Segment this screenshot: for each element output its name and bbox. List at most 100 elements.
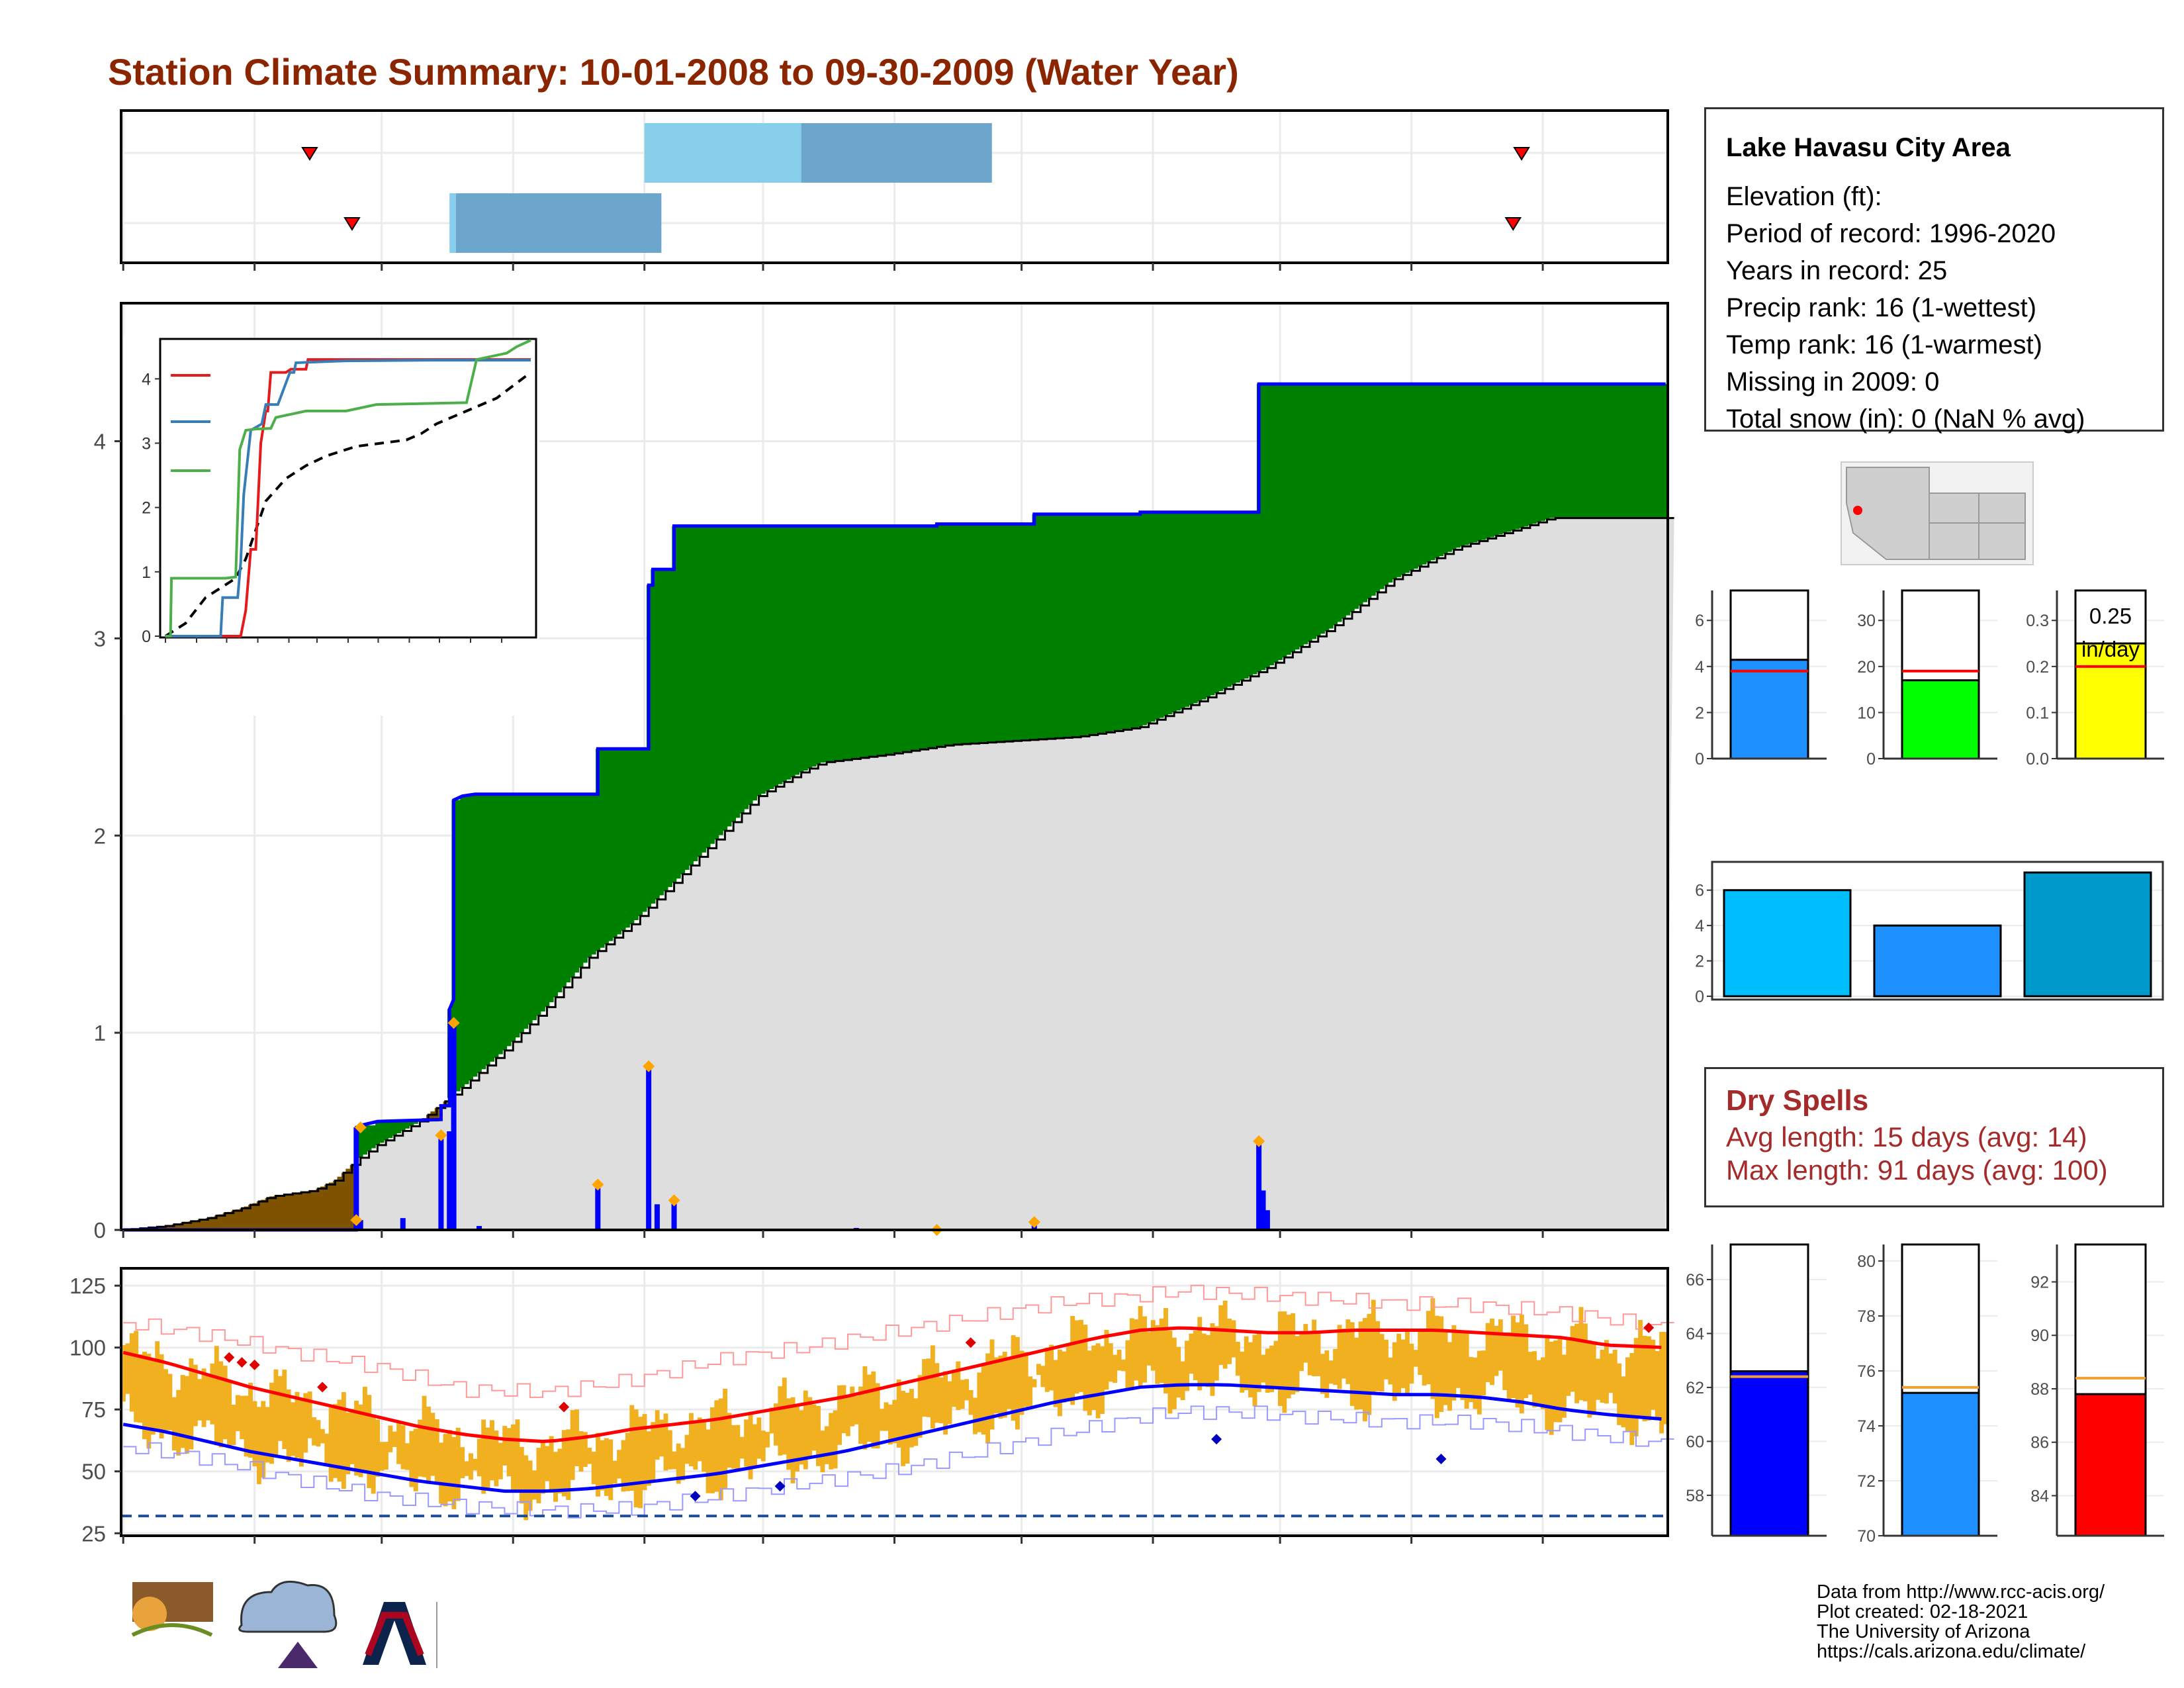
temp-max-bar [2074, 1393, 2147, 1537]
temps-record-cold-marker [1435, 1454, 1447, 1465]
precip-daily-bar [1260, 1190, 1266, 1230]
temps-y-tick-label: 100 [69, 1336, 106, 1360]
temp-max-y-tick-label: 86 [2030, 1434, 2049, 1452]
climas-logo-swoosh [131, 1623, 213, 1637]
temp-mean-bar [1901, 1391, 1980, 1537]
precip-y-tick-label: 1 [94, 1021, 106, 1045]
precip-event-marker [1028, 1216, 1040, 1229]
timing-avg-q25-q50-bar [644, 123, 801, 183]
csap-logo-cloud [238, 1580, 338, 1633]
station-name: Lake Havasu City Area [1726, 133, 2011, 162]
temps-record-hot-marker [559, 1401, 570, 1413]
inset-series-1995 [165, 358, 531, 637]
precip-daily-bar [477, 1226, 482, 1230]
credit-plot-date: Plot created: 02-18-2021 [1817, 1601, 2028, 1622]
precip-daily-bar [1256, 1141, 1262, 1230]
precip-average-line [123, 517, 1674, 1231]
precip-total-y-tick-label: 0 [1695, 750, 1704, 769]
temp-max-y-tick-label: 88 [2030, 1380, 2049, 1399]
temps-record-hot-marker [249, 1359, 260, 1370]
precip-event-marker [643, 1060, 655, 1072]
precip-daily-bar [654, 1204, 660, 1230]
precip-event-marker [1253, 1135, 1265, 1147]
timing-2009-first-marker [343, 217, 361, 231]
events-y-tick-label: 2 [1695, 953, 1704, 971]
rain-days-y-tick-label: 30 [1857, 612, 1876, 630]
temps-record-hot-marker [965, 1337, 976, 1348]
temps-record-cold-marker [774, 1481, 786, 1492]
temps-panel: 25 50 75 100 125 [69, 1267, 1674, 1546]
precip-below-average-area [125, 1101, 448, 1230]
intensity-y-tick-label: 0.0 [2026, 750, 2049, 769]
station-info-box: Lake Havasu City Area Elevation (ft): Pe… [1704, 107, 2164, 434]
inset-y-tick-label: 1 [142, 563, 151, 582]
precip-daily-bar [438, 1135, 444, 1230]
dry-spells-avg: Avg length: 15 days (avg: 14) [1726, 1121, 2087, 1152]
logos [131, 1580, 437, 1668]
temp-min-y-tick-label: 62 [1686, 1379, 1704, 1397]
temp-min-y-tick-label: 64 [1686, 1325, 1704, 1343]
temps-record-cold-marker [1211, 1434, 1222, 1445]
dry-spells-max: Max length: 91 days (avg: 100) [1726, 1154, 2108, 1186]
timing-avg-q50-q75-bar [801, 123, 992, 183]
precip-daily-bar [353, 1127, 359, 1230]
precip-daily-bar [357, 1220, 363, 1230]
precip-daily-bar [447, 1131, 453, 1230]
temp-mean-y-tick-label: 74 [1857, 1417, 1876, 1436]
timing-panel [120, 109, 1669, 271]
temps-record-hot-marker [1643, 1322, 1655, 1333]
station-precip-rank: Precip rank: 16 (1-wettest) [1726, 293, 2037, 322]
rain-days-y-tick-label: 0 [1866, 750, 1876, 769]
intensity-value-wrap: 0.25 in/day [2081, 604, 2140, 661]
station-missing: Missing in 2009: 0 [1726, 367, 1940, 397]
precip-daily-bar [1264, 1210, 1270, 1230]
timing-avg-last-marker [1513, 147, 1530, 161]
credit-university: The University of Arizona [1817, 1621, 2030, 1642]
precip-total-y-tick-label: 4 [1695, 658, 1704, 677]
inset-y-tick-label: 0 [142, 628, 151, 646]
temp-mean-y-tick-label: 72 [1857, 1472, 1876, 1491]
inset-average-line [164, 371, 532, 637]
timing-2009-q50-q75-bar [455, 193, 662, 253]
rain-days-y-tick-label: 20 [1857, 658, 1876, 677]
precip-y-tick-label: 3 [94, 626, 106, 651]
temps-y-tick-label: 50 [81, 1460, 106, 1484]
timing-2009-last-marker [1504, 217, 1522, 231]
precip-total-bar [1729, 659, 1809, 760]
station-years: Years in record: 25 [1726, 256, 1948, 285]
intensity-y-tick-label: 0.2 [2026, 658, 2049, 677]
precip-daily-bar [671, 1200, 677, 1230]
inset-y-tick-label: 3 [142, 434, 151, 453]
inset-series-2009 [165, 359, 531, 637]
precip-cumulative-2009-line [123, 382, 1666, 1232]
intensity-value-label: 0.25 in/day [2081, 604, 2140, 661]
precip-y-tick-label: 4 [94, 430, 106, 454]
precip-daily-bar [646, 1066, 652, 1230]
events-y-tick-label: 6 [1695, 882, 1704, 900]
station-elevation: Elevation (ft): [1726, 182, 1882, 211]
precip-event-marker [447, 1017, 460, 1029]
page-title: Station Climate Summary: 10-01-2008 to 0… [108, 51, 1239, 93]
temp-max-y-tick-label: 84 [2030, 1487, 2049, 1505]
temp-min-y-tick-label: 58 [1686, 1487, 1704, 1505]
temp-mean-y-tick-label: 78 [1857, 1307, 1876, 1326]
inset-series-2013 [165, 339, 531, 637]
temp-mean-y-tick-label: 80 [1857, 1252, 1876, 1271]
temps-y-tick-label: 125 [69, 1274, 106, 1298]
events-y-tick-label: 0 [1695, 988, 1704, 1006]
temps-daily-range-bars [121, 1298, 1668, 1521]
credit-data-source: Data from http://www.rcc-acis.org/ [1817, 1581, 2105, 1603]
precip-event-marker [592, 1178, 604, 1191]
precip-panel: 0 1 2 3 4 [94, 302, 1674, 1243]
dry-spells-box: Dry Spells Avg length: 15 days (avg: 14)… [1704, 1067, 2164, 1207]
events-bar [2023, 871, 2152, 998]
credit-url: https://cals.arizona.edu/climate/ [1817, 1641, 2086, 1662]
rain-days-y-tick-label: 10 [1857, 704, 1876, 722]
temps-record-hot-marker [224, 1352, 235, 1363]
temp-min-y-tick-label: 66 [1686, 1271, 1704, 1289]
ua-logo-a-mark [363, 1602, 426, 1665]
station-period: Period of record: 1996-2020 [1726, 219, 2056, 248]
precip-above-average-area [354, 384, 1668, 1161]
